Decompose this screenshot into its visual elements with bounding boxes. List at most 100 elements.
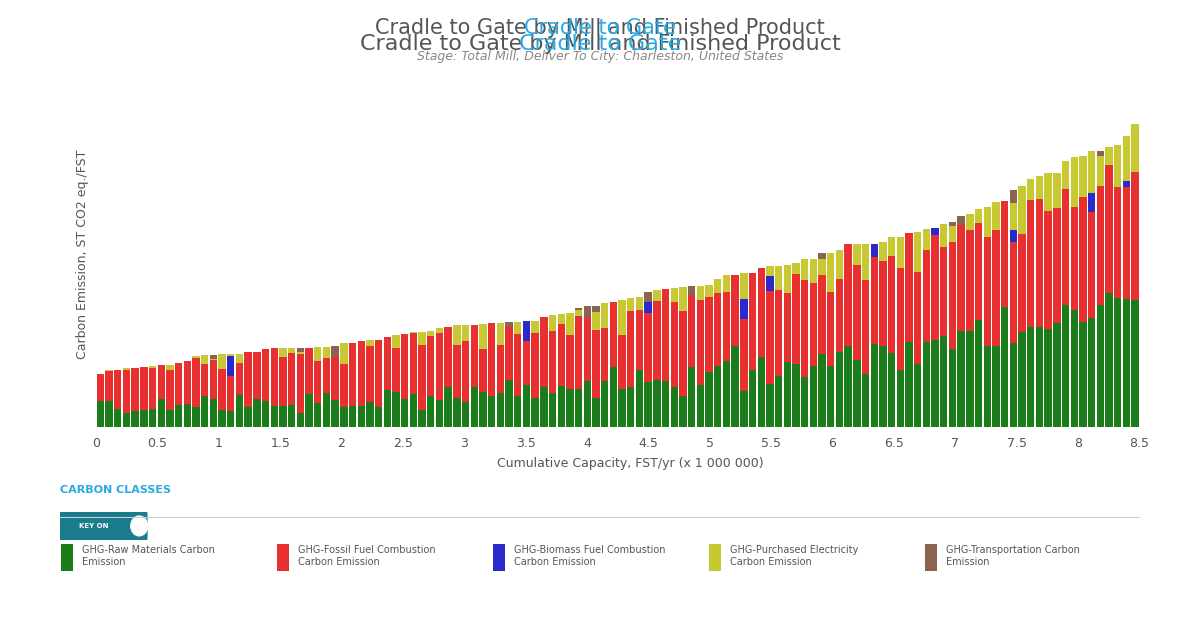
Bar xyxy=(644,293,652,303)
Bar xyxy=(305,349,313,394)
Bar xyxy=(444,387,452,427)
Bar xyxy=(227,411,234,427)
Bar xyxy=(548,393,557,427)
Bar xyxy=(419,332,426,345)
Bar xyxy=(262,401,269,427)
Bar xyxy=(454,345,461,398)
Bar xyxy=(583,306,590,317)
Bar xyxy=(366,346,373,402)
Bar xyxy=(949,242,956,349)
Bar xyxy=(984,346,991,427)
Bar xyxy=(1088,151,1096,193)
Bar xyxy=(749,273,756,370)
Bar xyxy=(749,370,756,427)
Bar xyxy=(636,370,643,427)
Bar xyxy=(732,274,739,347)
Bar xyxy=(644,382,652,427)
Bar xyxy=(810,259,817,283)
Bar xyxy=(1009,190,1018,203)
Bar xyxy=(1027,200,1034,327)
Bar xyxy=(548,331,557,393)
Bar xyxy=(454,325,461,345)
Bar xyxy=(532,333,539,398)
Bar xyxy=(566,335,574,389)
Bar xyxy=(1123,136,1130,181)
Bar xyxy=(1036,176,1043,200)
Bar xyxy=(827,253,834,292)
Bar xyxy=(714,293,721,366)
Bar xyxy=(540,317,547,387)
Bar xyxy=(1044,328,1052,427)
Bar xyxy=(175,404,182,427)
Bar xyxy=(192,356,199,359)
Bar xyxy=(218,354,226,369)
Bar xyxy=(419,345,426,409)
Bar xyxy=(270,349,278,406)
Bar xyxy=(888,353,895,427)
FancyBboxPatch shape xyxy=(277,543,289,571)
Text: Cradle to Gate: Cradle to Gate xyxy=(524,18,676,38)
Bar xyxy=(583,317,590,381)
Bar xyxy=(132,411,139,427)
Text: CARBON CLASSES: CARBON CLASSES xyxy=(60,485,172,495)
Bar xyxy=(757,357,764,427)
Bar xyxy=(1044,173,1052,211)
Bar xyxy=(575,317,582,389)
Bar xyxy=(1079,156,1087,197)
Bar xyxy=(706,372,713,427)
Bar xyxy=(818,275,826,354)
Bar xyxy=(1001,201,1008,307)
Bar xyxy=(931,235,938,340)
Bar xyxy=(122,370,130,413)
Bar xyxy=(548,315,557,331)
Bar xyxy=(149,366,156,369)
Bar xyxy=(1079,197,1087,322)
Text: GHG-Raw Materials Carbon
Emission: GHG-Raw Materials Carbon Emission xyxy=(82,544,215,567)
Bar xyxy=(974,320,983,427)
Bar xyxy=(818,354,826,427)
Bar xyxy=(1105,293,1112,427)
Bar xyxy=(358,406,365,427)
Bar xyxy=(288,349,295,353)
Bar xyxy=(880,346,887,427)
Bar xyxy=(966,330,973,427)
Bar xyxy=(280,406,287,427)
Bar xyxy=(497,323,504,345)
Bar xyxy=(1105,165,1112,293)
Text: KEY ON: KEY ON xyxy=(79,523,109,529)
Bar xyxy=(401,399,408,427)
Bar xyxy=(714,279,721,293)
Bar xyxy=(880,261,887,346)
Bar xyxy=(862,374,869,427)
Bar xyxy=(462,341,469,403)
Bar xyxy=(140,367,148,410)
Bar xyxy=(349,343,356,406)
Bar xyxy=(636,310,643,370)
Bar xyxy=(245,408,252,427)
Bar xyxy=(184,404,191,427)
Bar xyxy=(558,386,565,427)
Bar xyxy=(444,327,452,387)
Bar xyxy=(532,398,539,427)
Bar xyxy=(454,398,461,427)
Text: GHG-Fossil Fuel Combustion
Carbon Emission: GHG-Fossil Fuel Combustion Carbon Emissi… xyxy=(298,544,436,567)
Bar xyxy=(1123,300,1130,427)
Bar xyxy=(479,349,487,392)
Bar xyxy=(1088,318,1096,427)
Bar xyxy=(575,308,582,310)
Bar xyxy=(671,302,678,387)
Bar xyxy=(505,322,512,327)
Bar xyxy=(288,404,295,427)
Bar xyxy=(610,367,617,427)
Bar xyxy=(870,257,878,344)
Bar xyxy=(905,233,913,342)
Text: Cradle to Gate: Cradle to Gate xyxy=(518,34,682,54)
Bar xyxy=(323,347,330,357)
Bar xyxy=(200,364,209,396)
Bar xyxy=(1019,332,1026,427)
Bar xyxy=(514,322,522,334)
Bar xyxy=(818,259,826,275)
Bar xyxy=(784,293,791,362)
Bar xyxy=(384,337,391,390)
Bar xyxy=(436,333,443,400)
